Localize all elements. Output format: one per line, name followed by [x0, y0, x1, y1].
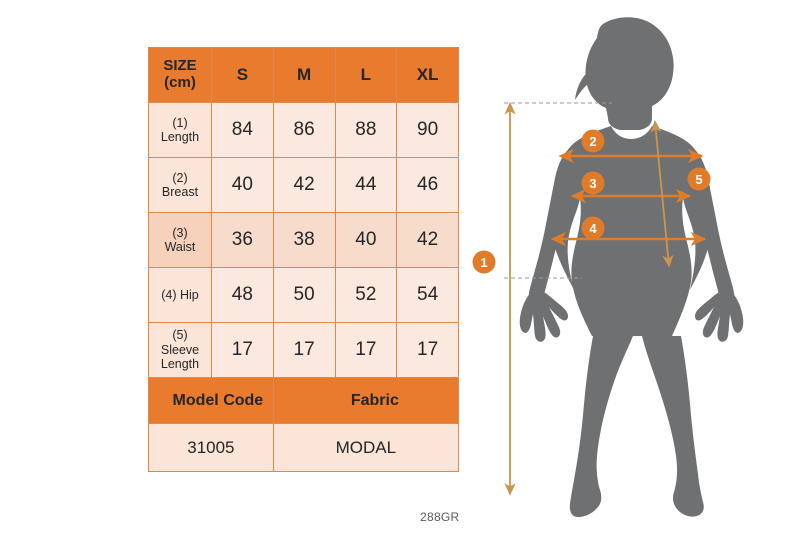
cell-model-code-value: 31005: [148, 423, 274, 472]
cell-breast-xl: 46: [396, 157, 459, 213]
marker-badge-3: 3: [581, 171, 605, 195]
row-label-breast-line2: Breast: [161, 185, 199, 199]
table-row-length: (1) Length 84 86 88 90: [148, 102, 459, 158]
marker-badge-2: 2: [581, 129, 605, 153]
cell-length-m: 86: [272, 102, 336, 158]
cell-waist-l: 40: [334, 212, 398, 268]
table-row-waist: (3) Waist 36 38 40 42: [148, 212, 459, 268]
row-label-breast: (2) Breast: [148, 157, 212, 213]
row-label-length-line1: (1): [172, 115, 188, 130]
cell-sleeve-m: 17: [272, 322, 336, 378]
table-row-breast: (2) Breast 40 42 44 46: [148, 157, 459, 213]
cell-waist-s: 36: [211, 212, 274, 268]
marker-badge-3-label: 3: [589, 176, 596, 191]
marker-badge-4: 4: [581, 216, 605, 240]
table-row-hip: (4) Hip 48 50 52 54: [148, 267, 459, 323]
marker-badge-1-label: 1: [480, 255, 487, 270]
header-fabric: Fabric: [272, 377, 460, 424]
row-label-length-line2: Length: [160, 130, 200, 144]
row-label-sleeve-line1: (5): [172, 328, 188, 343]
header-size-cm: SIZE (cm): [148, 47, 212, 103]
marker-badge-5: 5: [687, 167, 711, 191]
size-chart-table: SIZE (cm) S M L XL (1) Length 84 86 88 9…: [148, 47, 460, 472]
cell-breast-l: 44: [334, 157, 398, 213]
cell-length-xl: 90: [396, 102, 459, 158]
marker-badge-4-label: 4: [589, 221, 597, 236]
cell-waist-m: 38: [272, 212, 336, 268]
table-header-row: SIZE (cm) S M L XL: [148, 47, 459, 103]
row-label-length: (1) Length: [148, 102, 212, 158]
table-row-sleeve-length: (5) Sleeve Length 17 17 17 17: [148, 322, 459, 378]
cell-sleeve-s: 17: [211, 322, 274, 378]
row-label-waist-line1: (3): [172, 225, 188, 240]
cell-length-l: 88: [334, 102, 398, 158]
header-size-l: L: [334, 47, 398, 103]
measurement-figure: 1 2 3 4 5: [462, 0, 800, 555]
table-footer-header-row: Model Code Fabric: [148, 377, 460, 424]
header-model-code: Model Code: [148, 377, 274, 424]
header-size-xl: XL: [396, 47, 459, 103]
cell-sleeve-xl: 17: [396, 322, 459, 378]
table-footer-value-row: 31005 MODAL: [148, 423, 460, 472]
cell-fabric-value: MODAL: [272, 423, 460, 472]
header-size-line2: (cm): [164, 74, 196, 91]
cell-breast-s: 40: [211, 157, 274, 213]
header-size-line1: SIZE: [163, 57, 197, 75]
row-label-waist-line2: Waist: [164, 240, 196, 254]
female-silhouette-icon: [519, 17, 744, 517]
header-size-s: S: [211, 47, 274, 103]
cell-waist-xl: 42: [396, 212, 459, 268]
row-label-breast-line1: (2): [172, 170, 188, 185]
marker-badge-2-label: 2: [589, 134, 596, 149]
row-label-waist: (3) Waist: [148, 212, 212, 268]
cell-hip-m: 50: [272, 267, 336, 323]
header-size-m: M: [272, 47, 336, 103]
row-label-sleeve-length: (5) Sleeve Length: [148, 322, 212, 378]
cell-sleeve-l: 17: [334, 322, 398, 378]
marker-badge-1: 1: [472, 250, 496, 274]
watermark-label: 288GR: [420, 510, 460, 524]
cell-hip-xl: 54: [396, 267, 459, 323]
cell-hip-l: 52: [334, 267, 398, 323]
cell-length-s: 84: [211, 102, 274, 158]
row-label-sleeve-line2: Sleeve Length: [160, 342, 200, 372]
sleeve-length-measure-arrow: [650, 119, 674, 268]
cell-breast-m: 42: [272, 157, 336, 213]
row-label-hip: (4) Hip: [148, 267, 212, 323]
marker-badge-5-label: 5: [695, 172, 702, 187]
cell-hip-s: 48: [211, 267, 274, 323]
